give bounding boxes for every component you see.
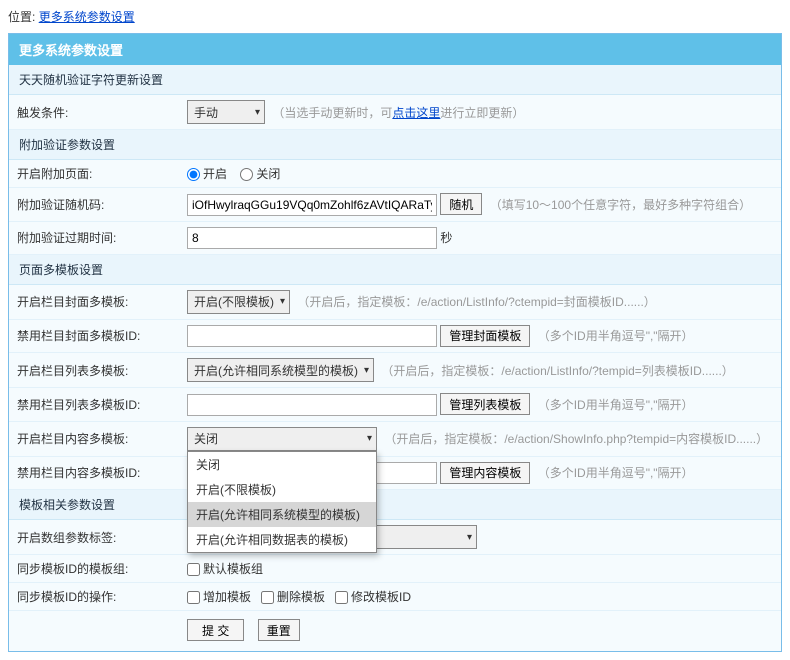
list-ban-input[interactable] [187, 394, 437, 416]
extra-expire-label: 附加验证过期时间: [9, 221, 179, 254]
sync-ops-checkbox[interactable]: 删除模板 [261, 590, 325, 604]
trigger-select-value: 手动 [194, 104, 218, 121]
sync-group-label: 同步模板ID的模板组: [9, 555, 179, 583]
cover-on-label: 开启栏目封面多模板: [9, 284, 179, 319]
content-dropdown-option[interactable]: 开启(允许相同数据表的模板) [188, 527, 376, 552]
chevron-down-icon: ▾ [255, 107, 260, 118]
list-on-hint: （开启后，指定模板：/e/action/ListInfo/?tempid=列表模… [381, 364, 733, 378]
content-dropdown-option[interactable]: 关闭 [188, 452, 376, 477]
list-on-select-value: 开启(允许相同系统模型的模板) [194, 362, 358, 379]
list-manage-button[interactable]: 管理列表模板 [440, 393, 530, 415]
content-on-select[interactable]: 关闭 ▾ [187, 427, 377, 451]
content-on-label: 开启栏目内容多模板: [9, 421, 179, 456]
extra-code-hint: （填写10～100个任意字符，最好多种字符组合） [490, 198, 751, 212]
cover-manage-button[interactable]: 管理封面模板 [440, 325, 530, 347]
cover-ban-hint: （多个ID用半角逗号","隔开） [538, 329, 694, 343]
content-dropdown-option[interactable]: 开启(允许相同系统模型的模板) [188, 502, 376, 527]
section-title-template-params: 模板相关参数设置 [9, 490, 781, 520]
trigger-hint: （当选手动更新时，可点击这里进行立即更新） [272, 106, 524, 120]
random-button[interactable]: 随机 [440, 193, 482, 215]
extra-expire-unit: 秒 [440, 231, 452, 245]
content-dropdown-option[interactable]: 开启(不限模板) [188, 477, 376, 502]
cover-on-select-value: 开启(不限模板) [194, 293, 274, 310]
section-title-multitemplate: 页面多模板设置 [9, 254, 781, 284]
checkbox[interactable] [187, 591, 200, 604]
breadcrumb-link[interactable]: 更多系统参数设置 [39, 10, 135, 24]
cover-on-select[interactable]: 开启(不限模板) ▾ [187, 290, 290, 314]
chevron-down-icon: ▾ [280, 296, 285, 307]
sync-ops-checkbox[interactable]: 增加模板 [187, 590, 251, 604]
section-title-random-char: 天天随机验证字符更新设置 [9, 65, 781, 95]
list-on-label: 开启栏目列表多模板: [9, 353, 179, 388]
section-title-extra-verify: 附加验证参数设置 [9, 130, 781, 160]
chevron-down-icon: ▾ [367, 433, 372, 444]
reset-button[interactable]: 重置 [258, 619, 300, 641]
extra-code-label: 附加验证随机码: [9, 188, 179, 222]
content-on-hint: （开启后，指定模板：/e/action/ShowInfo.php?tempid=… [384, 432, 768, 446]
submit-button[interactable]: 提 交 [187, 619, 244, 641]
chevron-down-icon: ▾ [467, 532, 472, 543]
extra-enable-radio-on[interactable]: 开启 [187, 167, 227, 181]
list-on-select[interactable]: 开启(允许相同系统模型的模板) ▾ [187, 358, 374, 382]
extra-enable-radio-off[interactable]: 关闭 [240, 167, 280, 181]
breadcrumb-label: 位置: [8, 10, 35, 24]
content-ban-label: 禁用栏目内容多模板ID: [9, 456, 179, 490]
trigger-select[interactable]: 手动 ▾ [187, 100, 265, 124]
content-ban-hint: （多个ID用半角逗号","隔开） [538, 466, 694, 480]
cover-ban-input[interactable] [187, 325, 437, 347]
cover-on-hint: （开启后，指定模板：/e/action/ListInfo/?ctempid=封面… [297, 295, 655, 309]
content-on-select-value: 关闭 [194, 430, 218, 447]
tag-label: 开启数组参数标签: [9, 520, 179, 555]
settings-panel: 更多系统参数设置 天天随机验证字符更新设置 触发条件: 手动 ▾ （当选手动更新… [8, 33, 782, 652]
radio-on[interactable] [187, 168, 200, 181]
extra-enable-label: 开启附加页面: [9, 160, 179, 188]
chevron-down-icon: ▾ [364, 365, 369, 376]
panel-title: 更多系统参数设置 [9, 34, 781, 65]
extra-code-input[interactable] [187, 194, 437, 216]
list-ban-label: 禁用栏目列表多模板ID: [9, 388, 179, 422]
content-on-select-wrap: 关闭 ▾ 关闭开启(不限模板)开启(允许相同系统模型的模板)开启(允许相同数据表… [187, 427, 377, 451]
radio-off[interactable] [240, 168, 253, 181]
content-on-dropdown: 关闭开启(不限模板)开启(允许相同系统模型的模板)开启(允许相同数据表的模板) [187, 451, 377, 553]
sync-ops-label: 同步模板ID的操作: [9, 583, 179, 611]
checkbox[interactable] [187, 563, 200, 576]
trigger-hint-link[interactable]: 点击这里 [392, 106, 440, 120]
cover-ban-label: 禁用栏目封面多模板ID: [9, 319, 179, 353]
checkbox[interactable] [335, 591, 348, 604]
breadcrumb: 位置: 更多系统参数设置 [8, 8, 782, 25]
content-manage-button[interactable]: 管理内容模板 [440, 462, 530, 484]
checkbox[interactable] [261, 591, 274, 604]
trigger-label: 触发条件: [9, 95, 179, 130]
extra-expire-input[interactable] [187, 227, 437, 249]
sync-ops-checkbox[interactable]: 修改模板ID [335, 590, 411, 604]
list-ban-hint: （多个ID用半角逗号","隔开） [538, 398, 694, 412]
